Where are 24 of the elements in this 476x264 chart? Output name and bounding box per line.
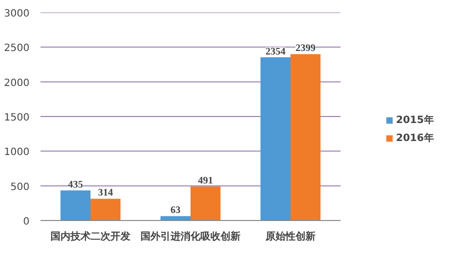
x-tick-label: 国内技术二次开发: [50, 230, 130, 242]
data-label: 2399: [296, 43, 316, 54]
data-label: 63: [170, 205, 180, 216]
y-tick-label: 1500: [4, 112, 30, 124]
y-tick-label: 2000: [4, 78, 30, 89]
y-tick-label: 0: [23, 216, 30, 228]
bar: [190, 186, 220, 220]
legend-label: 2015年: [396, 114, 434, 127]
y-tick-label: 500: [10, 182, 30, 193]
bar: [260, 57, 290, 220]
data-label: 491: [198, 175, 213, 186]
y-tick-label: 2500: [4, 43, 30, 54]
legend-label: 2016年: [396, 132, 434, 145]
data-label: 435: [68, 179, 83, 190]
bar: [90, 198, 120, 220]
y-tick-label: 3000: [4, 8, 30, 20]
x-tick-label: 国外引进消化吸收创新: [140, 230, 240, 242]
bar: [60, 190, 90, 220]
x-tick-label: 原始性创新: [264, 230, 316, 242]
y-tick-label: 1000: [4, 147, 30, 158]
data-label: 2354: [266, 46, 286, 58]
bar: [160, 216, 190, 220]
data-label: 314: [98, 188, 113, 199]
bar: [290, 54, 320, 220]
